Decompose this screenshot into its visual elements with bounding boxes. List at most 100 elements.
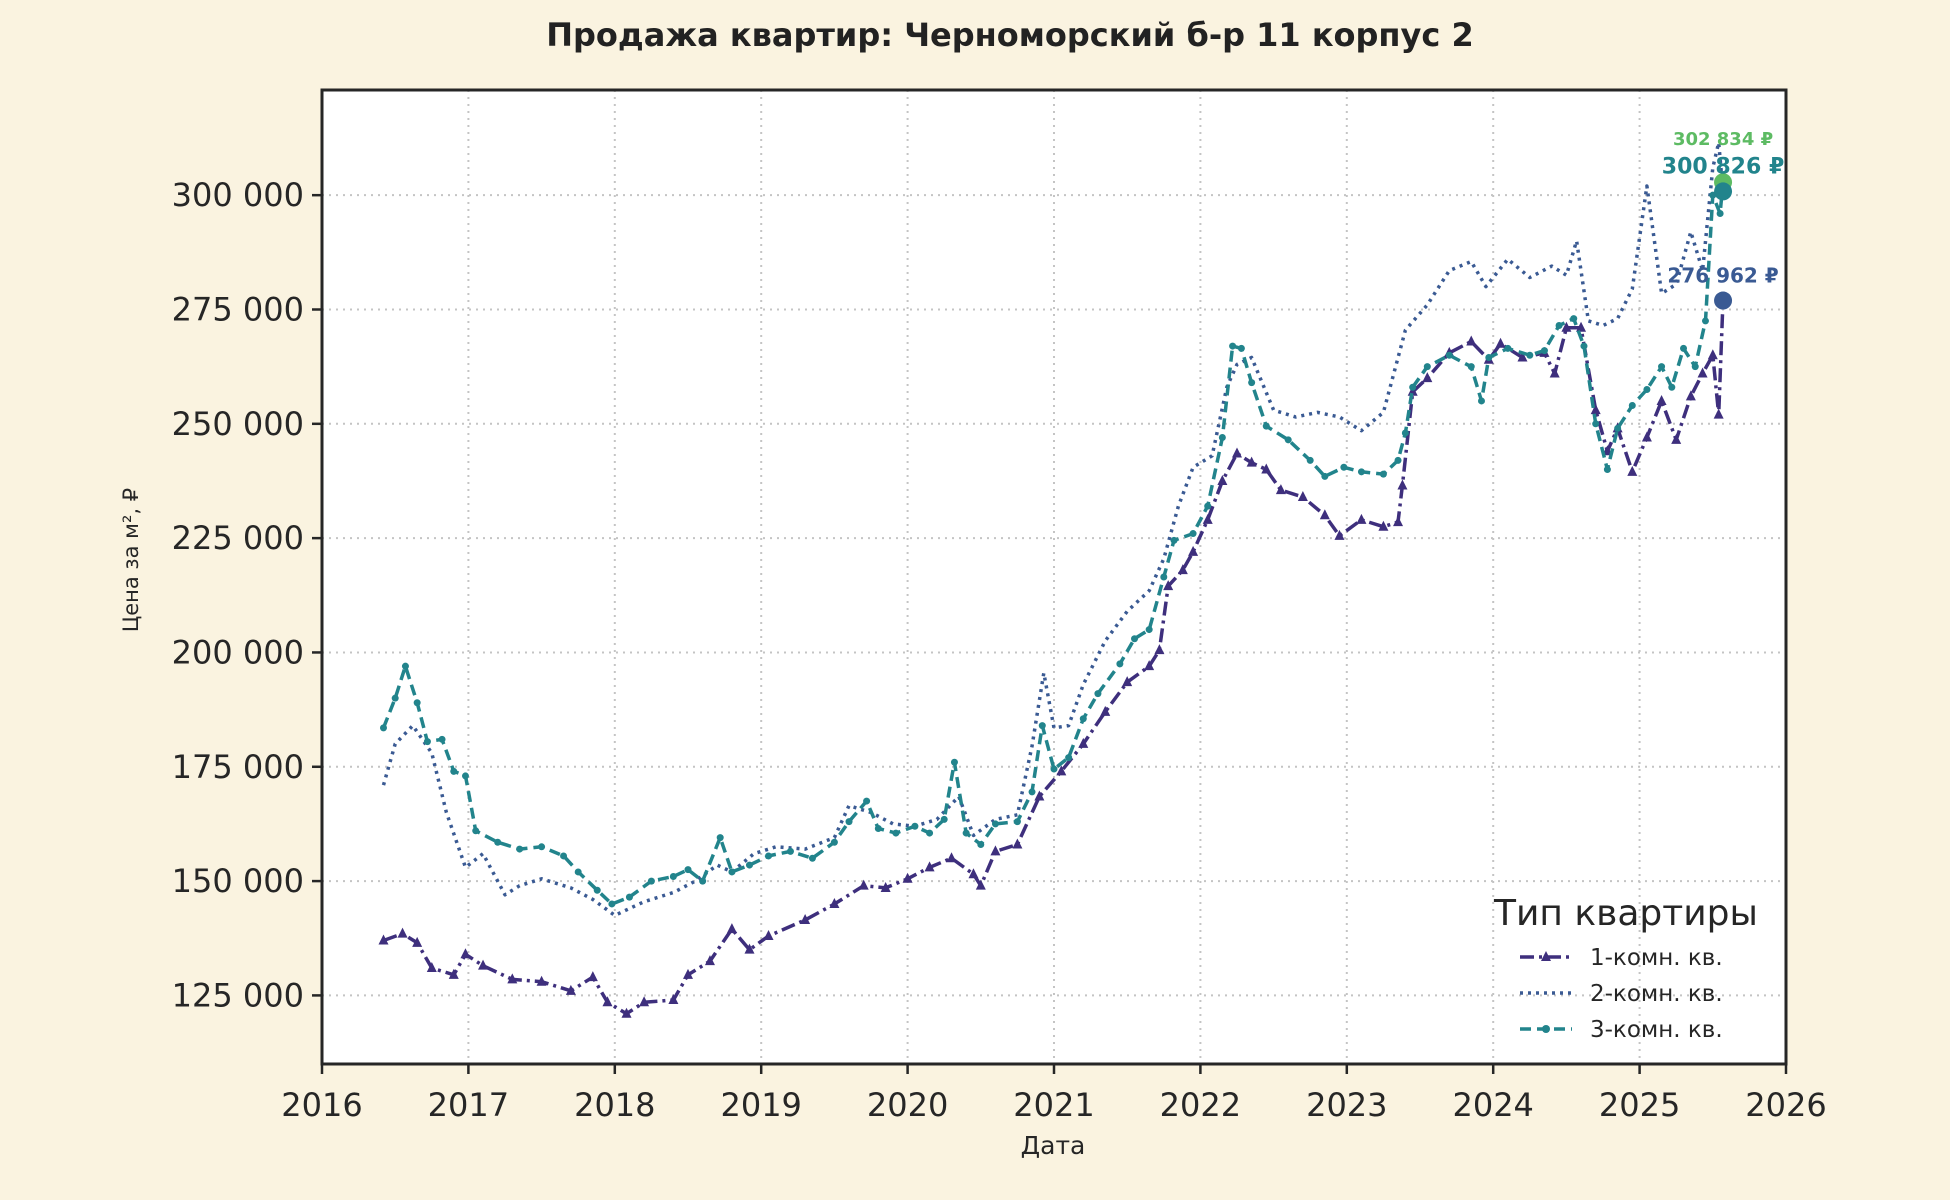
data-point [1485, 354, 1493, 362]
data-point [1229, 342, 1237, 350]
y-tick-label: 300 000 [172, 176, 304, 214]
data-point [1422, 372, 1433, 383]
data-point [745, 861, 753, 869]
data-point [379, 724, 387, 732]
data-point [863, 797, 871, 805]
data-point [1334, 529, 1345, 540]
data-point [574, 868, 582, 876]
data-point [1065, 754, 1073, 762]
data-point [1627, 465, 1638, 476]
data-point [647, 877, 655, 885]
data-point [1262, 422, 1270, 430]
legend-label: 1-комн. кв. [1590, 945, 1723, 971]
data-point [892, 829, 900, 837]
y-tick-label: 225 000 [172, 519, 304, 557]
data-point [1340, 463, 1348, 471]
x-tick-label: 2018 [574, 1086, 655, 1124]
legend-label: 2-комн. кв. [1590, 981, 1723, 1007]
data-point [1628, 402, 1636, 410]
data-point [461, 772, 469, 780]
data-point [1356, 513, 1367, 524]
data-point [1189, 530, 1197, 538]
data-point [726, 923, 737, 934]
data-point [1028, 788, 1036, 796]
data-point [1246, 456, 1257, 467]
data-point [1122, 676, 1133, 687]
data-point [1495, 337, 1506, 348]
data-point [1397, 479, 1408, 490]
data-point [1394, 456, 1402, 464]
end-marker [1714, 182, 1733, 201]
data-point [699, 877, 707, 885]
data-point [1549, 367, 1560, 378]
data-point [880, 881, 891, 892]
data-point [608, 900, 616, 908]
data-point [1013, 818, 1021, 826]
data-point [1034, 790, 1045, 801]
data-point [1056, 765, 1067, 776]
x-tick-label: 2020 [867, 1086, 948, 1124]
data-point [968, 868, 979, 879]
y-tick-label: 125 000 [172, 976, 304, 1014]
data-point [1540, 347, 1548, 355]
data-point [378, 934, 389, 945]
legend: Тип квартиры 1-комн. кв. 2-комн. кв. 3-ком… [1493, 893, 1758, 1043]
data-point [744, 943, 755, 954]
data-point [1576, 321, 1587, 332]
data-point [1393, 516, 1404, 527]
data-point [1590, 404, 1601, 415]
data-point [1094, 690, 1102, 698]
data-point [1504, 344, 1512, 352]
data-point [800, 913, 811, 924]
data-point [902, 872, 913, 883]
data-point [668, 993, 679, 1004]
data-point [1204, 502, 1212, 510]
x-tick-label: 2026 [1745, 1086, 1826, 1124]
data-point [1423, 363, 1431, 371]
data-point [1592, 420, 1600, 428]
data-point [1188, 545, 1199, 556]
series-layer [378, 140, 1729, 1018]
data-point [450, 767, 458, 775]
data-point [1202, 513, 1213, 524]
data-point [763, 929, 774, 940]
data-point [1697, 367, 1708, 378]
data-point [1050, 765, 1058, 773]
series-1 [378, 294, 1729, 1018]
data-point [728, 868, 736, 876]
y-tick-label: 200 000 [172, 633, 304, 671]
end-value-label: 300 826 ₽ [1662, 154, 1784, 179]
data-point [1555, 321, 1563, 329]
data-point [975, 879, 986, 890]
data-point [397, 927, 408, 938]
data-point [1217, 474, 1228, 485]
data-point [460, 948, 471, 959]
data-point [1163, 580, 1174, 591]
data-point [1680, 344, 1688, 352]
data-point [1321, 472, 1329, 480]
y-axis-label: Цена за м², ₽ [119, 488, 143, 632]
data-point [1561, 321, 1572, 332]
data-point [1378, 520, 1389, 531]
data-point [1517, 351, 1528, 362]
legend-marker [1542, 1025, 1550, 1033]
data-point [1261, 463, 1272, 474]
data-point [1232, 447, 1242, 458]
x-tick-label: 2016 [281, 1086, 362, 1124]
data-point [845, 818, 853, 826]
chart-title: Продажа квартир: Черноморский б-р 11 кор… [546, 16, 1474, 54]
data-point [1445, 351, 1453, 359]
series-line [381, 140, 1725, 918]
data-point [438, 735, 446, 743]
data-point [1078, 737, 1089, 748]
data-point [621, 1007, 632, 1018]
x-axis: 2016 2017 2018 2019 2020 2021 2022 2023 2024 2025… [281, 1064, 1827, 1124]
data-point [1409, 383, 1417, 391]
data-point [1160, 573, 1168, 581]
data-point [593, 886, 601, 894]
data-point [1656, 394, 1667, 405]
data-point [423, 738, 431, 746]
x-tick-label: 2017 [428, 1086, 509, 1124]
data-point [1116, 660, 1124, 668]
